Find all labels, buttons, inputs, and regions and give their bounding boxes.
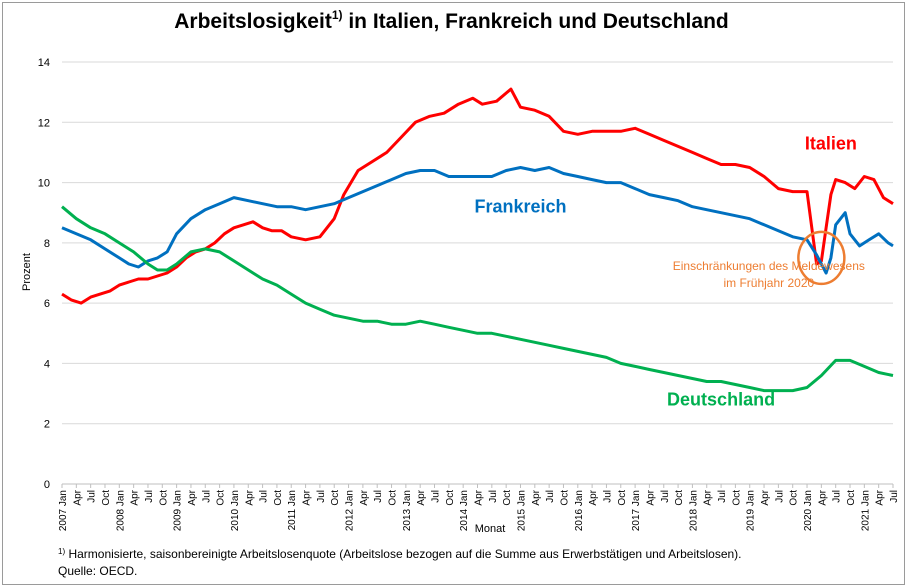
x-tick-label: 2010 Jan: [230, 490, 241, 531]
y-axis: 0 2 4 6 8 10 12 14: [38, 57, 50, 491]
x-tick-label: Apr: [875, 489, 886, 505]
x-tick-label: Oct: [101, 490, 112, 506]
x-tick-label: Oct: [846, 490, 857, 506]
x-tick-label: Oct: [789, 490, 800, 506]
y-tick-label: 8: [44, 238, 50, 250]
series-line-italien: [61, 87, 894, 305]
x-tick-label: Jul: [832, 490, 843, 503]
x-tick-label: 2014 Jan: [459, 490, 470, 531]
x-tick-label: Apr: [187, 489, 198, 505]
footnote-text: 1) Harmonisierte, saisonbereinigte Arbei…: [58, 547, 742, 561]
x-tick-label: Jul: [87, 490, 98, 503]
series-line-frankreich: [61, 166, 894, 275]
series-labels: Italien Frankreich Deutschland: [474, 133, 856, 409]
x-tick-label: Jul: [373, 490, 384, 503]
x-tick-label: 2012 Jan: [345, 490, 356, 531]
x-tick-label: Apr: [760, 489, 771, 505]
x-tick-label: Jul: [144, 490, 155, 503]
x-tick-label: Jul: [774, 490, 785, 503]
x-tick-label: Oct: [731, 490, 742, 506]
x-tick-label: Apr: [302, 489, 313, 505]
annotation-text: Einschränkungen des Meldewesens: [673, 259, 865, 273]
x-axis: 2007 Jan Apr Jul Oct 2008 Jan Apr Jul Oct 2009 J…: [58, 484, 900, 531]
x-tick-label: Jul: [488, 490, 499, 503]
x-tick-label: 2009 Jan: [173, 490, 184, 531]
footnote: 1) Harmonisierte, saisonbereinigte Arbei…: [58, 543, 742, 580]
x-tick-label: Jul: [889, 490, 900, 503]
x-tick-label: Jul: [201, 490, 212, 503]
x-tick-label: Apr: [703, 489, 714, 505]
y-tick-label: 4: [44, 358, 50, 370]
grid: [62, 61, 893, 485]
x-tick-label: Jul: [545, 490, 556, 503]
x-tick-label: Oct: [216, 490, 227, 506]
x-tick-label: Oct: [502, 490, 513, 506]
x-tick-label: 2008 Jan: [115, 490, 126, 531]
x-tick-label: 2011 Jan: [287, 490, 298, 530]
x-tick-label: Oct: [617, 490, 628, 506]
x-tick-label: 2020 Jan: [803, 490, 814, 531]
x-tick-label: 2018 Jan: [688, 490, 699, 531]
x-tick-label: 2007 Jan: [58, 490, 69, 531]
x-tick-label: 2016 Jan: [574, 490, 585, 531]
y-tick-label: 2: [44, 419, 50, 431]
x-tick-label: Jul: [259, 490, 270, 503]
series-lines: [61, 87, 894, 393]
x-tick-label: Apr: [817, 489, 828, 505]
x-tick-label: Jul: [431, 490, 442, 503]
series-label-deutschland: Deutschland: [667, 390, 775, 410]
annotation-circle: [797, 230, 846, 286]
chart-title: Arbeitslosigkeit1) in Italien, Frankreic…: [174, 8, 729, 33]
x-tick-label: Oct: [559, 490, 570, 506]
x-tick-label: Oct: [158, 490, 169, 506]
x-tick-label: Jul: [316, 490, 327, 503]
x-tick-label: 2021 Jan: [860, 490, 871, 531]
x-tick-label: 2015 Jan: [516, 490, 527, 531]
x-tick-label: Apr: [645, 489, 656, 505]
x-tick-label: Oct: [674, 490, 685, 506]
x-tick-label: Oct: [388, 490, 399, 506]
x-tick-label: Oct: [330, 490, 341, 506]
x-tick-label: Apr: [474, 489, 485, 505]
x-tick-label: Jul: [660, 490, 671, 503]
series-label-frankreich: Frankreich: [474, 197, 566, 217]
x-tick-label: Apr: [416, 489, 427, 505]
x-axis-label: Monat: [475, 523, 506, 535]
annotation-text: im Frühjahr 2020: [723, 276, 814, 290]
x-tick-label: Jul: [602, 490, 613, 503]
source-text: Quelle: OECD.: [58, 564, 138, 578]
x-tick-label: Apr: [72, 489, 83, 505]
series-label-italien: Italien: [805, 133, 857, 153]
y-tick-label: 6: [44, 298, 50, 310]
y-tick-label: 14: [38, 57, 50, 69]
y-tick-label: 12: [38, 117, 50, 129]
series-line-deutschland: [61, 205, 894, 393]
x-tick-label: 2013 Jan: [402, 490, 413, 531]
x-tick-label: Apr: [130, 489, 141, 505]
x-tick-label: 2017 Jan: [631, 490, 642, 531]
x-tick-label: 2019 Jan: [746, 490, 757, 531]
y-tick-label: 0: [44, 479, 50, 491]
x-tick-label: Apr: [588, 489, 599, 505]
y-axis-label: Prozent: [21, 253, 33, 291]
x-tick-label: Oct: [445, 490, 456, 506]
x-tick-label: Apr: [359, 489, 370, 505]
x-tick-label: Apr: [531, 489, 542, 505]
y-tick-label: 10: [38, 178, 50, 190]
annotation: Einschränkungen des Meldewesens im Frühja…: [673, 230, 865, 290]
x-tick-label: Apr: [244, 489, 255, 505]
x-tick-label: Oct: [273, 490, 284, 506]
x-tick-label: Jul: [717, 490, 728, 503]
